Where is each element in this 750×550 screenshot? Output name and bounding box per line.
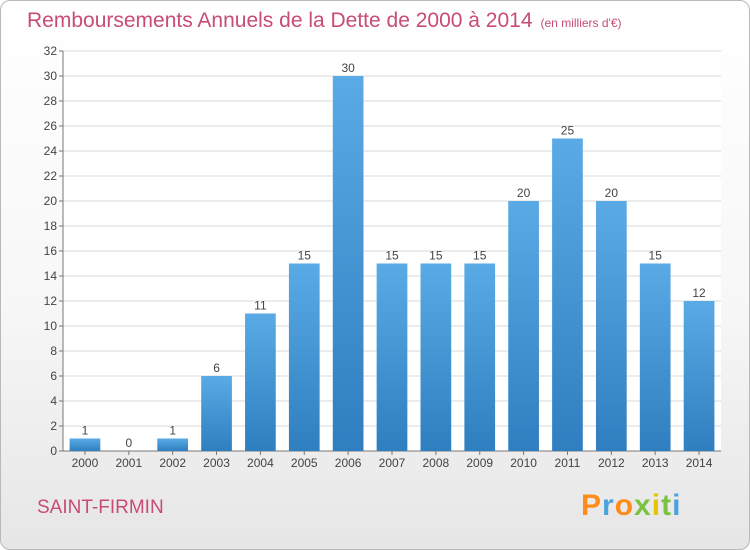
- x-tick-label: 2009: [466, 456, 493, 470]
- data-label: 0: [125, 436, 132, 450]
- bar: [376, 263, 408, 451]
- bar: [552, 138, 583, 451]
- x-tick-label: 2010: [510, 456, 537, 470]
- x-tick-label: 2002: [159, 456, 186, 470]
- logo-letter: r: [602, 489, 615, 522]
- y-tick-label: 8: [50, 344, 57, 358]
- y-tick-label: 22: [44, 169, 58, 183]
- y-tick-label: 20: [44, 194, 58, 208]
- x-tick-label: 2014: [686, 456, 713, 470]
- x-tick-label: 2001: [115, 456, 142, 470]
- y-tick-label: 10: [44, 319, 58, 333]
- x-tick-label: 2006: [335, 456, 362, 470]
- data-label: 20: [605, 186, 619, 200]
- bar: [464, 263, 496, 451]
- x-tick-label: 2013: [642, 456, 669, 470]
- y-tick-label: 18: [44, 219, 58, 233]
- data-label: 11: [254, 299, 267, 313]
- logo-letter: P: [581, 489, 603, 522]
- bar: [595, 201, 627, 451]
- x-tick-label: 2003: [203, 456, 230, 470]
- bar: [683, 301, 715, 451]
- x-tick-label: 2008: [423, 456, 450, 470]
- y-tick-label: 12: [44, 294, 58, 308]
- data-label: 1: [82, 424, 89, 438]
- data-label: 30: [341, 61, 355, 75]
- data-label: 25: [561, 124, 575, 138]
- bar: [288, 263, 320, 451]
- y-tick-label: 4: [50, 394, 57, 408]
- data-label: 15: [473, 249, 487, 263]
- y-tick-label: 0: [50, 444, 57, 458]
- data-label: 1: [169, 424, 176, 438]
- y-tick-label: 2: [50, 419, 57, 433]
- location-name: SAINT-FIRMIN: [37, 497, 164, 518]
- data-label: 20: [517, 186, 531, 200]
- y-tick-label: 26: [44, 119, 58, 133]
- data-label: 15: [385, 249, 399, 263]
- proxiti-logo: Proxiti: [581, 489, 681, 523]
- unit-label: (en milliers d'€): [540, 16, 622, 30]
- bar: [157, 438, 189, 451]
- bar: [332, 76, 364, 451]
- bar: [420, 263, 452, 451]
- logo-letter: x: [634, 489, 652, 522]
- y-tick-label: 24: [44, 144, 58, 158]
- data-label: 15: [298, 249, 312, 263]
- x-tick-label: 2012: [598, 456, 625, 470]
- y-tick-label: 28: [44, 94, 58, 108]
- title-text: Remboursements Annuels de la Dette de 20…: [27, 9, 533, 32]
- y-tick-label: 14: [44, 269, 58, 283]
- data-label: 12: [692, 286, 706, 300]
- data-label: 15: [429, 249, 443, 263]
- x-tick-label: 2005: [291, 456, 318, 470]
- logo-letter: t: [661, 489, 673, 522]
- x-tick-label: 2004: [247, 456, 274, 470]
- x-tick-label: 2011: [555, 456, 581, 470]
- logo-letter: o: [614, 489, 635, 522]
- bar: [201, 376, 232, 451]
- bar: [69, 438, 101, 451]
- y-tick-label: 6: [50, 369, 57, 383]
- data-label: 6: [213, 361, 220, 375]
- y-tick-label: 16: [44, 244, 58, 258]
- x-tick-label: 2007: [379, 456, 406, 470]
- bar: [245, 313, 276, 451]
- chart-title: Remboursements Annuels de la Dette de 20…: [27, 9, 622, 33]
- bar: [639, 263, 671, 451]
- y-tick-label: 30: [44, 69, 58, 83]
- x-tick-label: 2000: [72, 456, 99, 470]
- data-label: 15: [649, 249, 663, 263]
- logo-letter: i: [672, 489, 682, 522]
- logo-letter: i: [651, 489, 662, 522]
- y-tick-label: 32: [44, 44, 58, 58]
- bar: [508, 201, 539, 451]
